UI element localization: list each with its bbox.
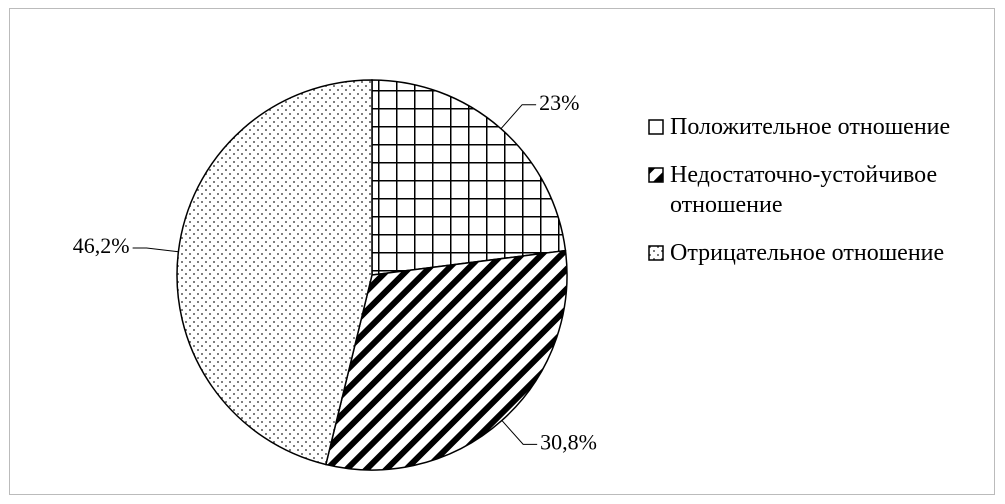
legend-label: Отрицательное отношение	[670, 240, 945, 266]
legend-swatch	[648, 119, 664, 135]
legend-label: Недостаточно-устойчивое отношение	[670, 162, 938, 218]
legend-swatch-box	[648, 245, 664, 261]
pie-slice	[176, 79, 373, 466]
pie-slice	[324, 249, 568, 471]
legend-entry: Отрицательное отношение	[648, 238, 993, 268]
data-label: 23%	[539, 90, 579, 115]
legend-swatch	[648, 167, 664, 183]
legend-entry: Положительное отношение	[648, 112, 993, 142]
legend-entry: Недостаточно-устойчивое отношение	[648, 160, 993, 220]
leader-line	[132, 247, 179, 253]
legend: Положительное отношение Недостаточно-усто…	[648, 112, 993, 286]
legend-swatch	[648, 245, 664, 261]
data-label: 46,2%	[73, 233, 130, 258]
legend-label: Положительное отношение	[670, 114, 951, 140]
data-label: 30,8%	[540, 429, 597, 454]
pie-slice	[371, 79, 567, 276]
leader-line	[500, 104, 537, 130]
chart-frame	[9, 8, 995, 495]
legend-swatch-box	[648, 119, 664, 135]
leader-line	[501, 420, 538, 445]
legend-swatch-box	[648, 167, 664, 183]
